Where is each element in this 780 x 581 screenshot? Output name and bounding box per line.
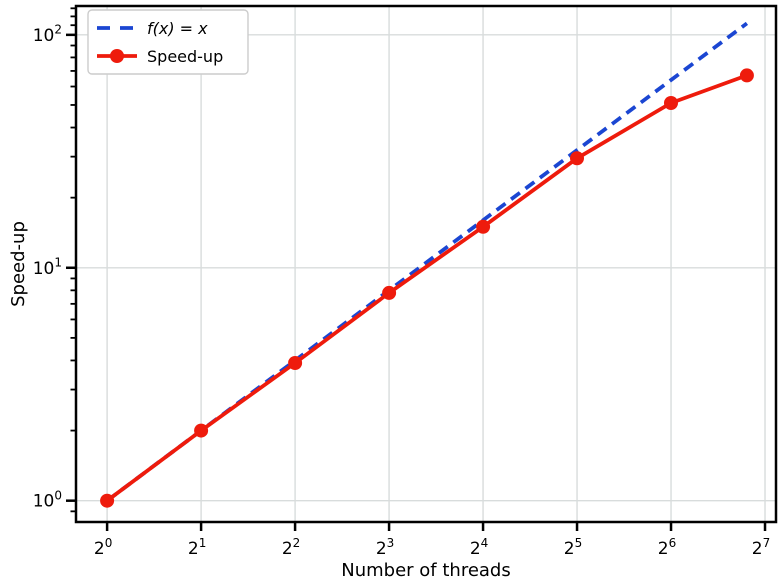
y-tick-label: 101 bbox=[33, 256, 62, 279]
x-tick-label: 21 bbox=[188, 536, 206, 559]
y-tick-label: 100 bbox=[33, 489, 62, 512]
x-tick-label: 25 bbox=[564, 536, 582, 559]
series bbox=[100, 21, 754, 508]
plot-border bbox=[74, 4, 778, 524]
x-tick-label: 22 bbox=[282, 536, 300, 559]
data-point bbox=[194, 423, 209, 438]
x-tick-label: 23 bbox=[376, 536, 394, 559]
x-tick-label: 24 bbox=[470, 536, 488, 559]
x-axis-label: Number of threads bbox=[341, 560, 510, 581]
data-point bbox=[288, 356, 303, 370]
data-point bbox=[382, 285, 397, 300]
axis-ticks bbox=[66, 7, 767, 531]
x-tick-label: 20 bbox=[94, 536, 112, 559]
x-tick-label: 26 bbox=[658, 536, 676, 559]
x-tick-label: 27 bbox=[752, 536, 770, 559]
legend-label-speedup: Speed-up bbox=[147, 47, 223, 66]
legend-speedup-marker-icon bbox=[110, 49, 124, 63]
legend: f(x) = x Speed-up bbox=[87, 9, 249, 75]
y-axis-label: Speed-up bbox=[8, 221, 29, 307]
legend-box bbox=[87, 9, 249, 75]
data-point bbox=[476, 219, 491, 234]
data-point bbox=[100, 493, 115, 508]
data-point bbox=[664, 96, 678, 110]
legend-label-identity: f(x) = x bbox=[147, 19, 208, 38]
data-point bbox=[739, 68, 754, 83]
data-point bbox=[570, 151, 584, 166]
speedup-line bbox=[105, 73, 748, 503]
y-tick-label: 102 bbox=[33, 23, 62, 46]
